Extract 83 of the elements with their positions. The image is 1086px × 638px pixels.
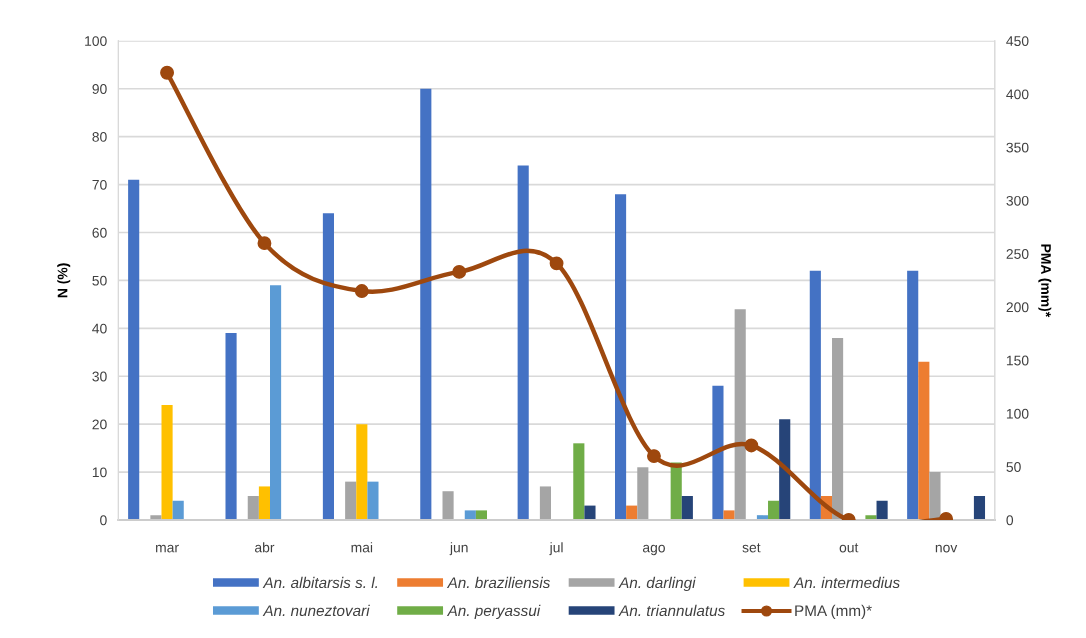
y-tick-label: 10	[92, 467, 107, 478]
y-tick-label: 100	[85, 36, 107, 46]
bar	[517, 165, 529, 520]
x-tick-label: jul	[549, 542, 563, 556]
bar	[345, 481, 357, 520]
legend-label: An. braziliensis	[446, 576, 551, 589]
bar	[225, 333, 237, 520]
bar	[573, 443, 585, 520]
point	[354, 284, 369, 298]
y-tick-label: 60	[92, 227, 107, 238]
bar	[723, 510, 735, 520]
x-tick-label: ago	[642, 544, 665, 556]
y2-tick-label: 100	[1006, 408, 1029, 419]
bar	[442, 491, 454, 520]
legend-label: PMA (mm)*	[795, 604, 872, 620]
bar	[247, 496, 259, 520]
y-tick-label: 50	[92, 275, 107, 286]
y2-axis-title: PMA (mm)*	[1038, 244, 1052, 318]
y-tick-label: 90	[92, 84, 107, 94]
y-tick-label: 40	[92, 323, 107, 334]
bar	[584, 505, 596, 520]
bar	[681, 496, 693, 520]
y2-tick-label: 400	[1006, 89, 1029, 100]
bar	[161, 404, 173, 520]
y2-tick-label: 50	[1006, 462, 1021, 472]
bar	[929, 472, 941, 520]
y-tick-label: 70	[92, 179, 107, 190]
bar	[128, 179, 140, 520]
point	[160, 65, 175, 80]
bar	[475, 510, 488, 520]
y-tick-label: 0	[100, 515, 107, 526]
legend-label: An. nuneztovari	[262, 604, 370, 617]
x-tick-label: set	[742, 543, 761, 553]
point	[257, 236, 272, 251]
y-tick-label: 80	[92, 131, 107, 142]
bar	[876, 500, 888, 520]
bar	[832, 337, 844, 520]
y2-tick-label: 350	[1006, 142, 1029, 153]
bar	[270, 285, 282, 520]
y2-tick-label: 150	[1006, 355, 1029, 366]
bar	[779, 419, 791, 520]
y2-tick-label: 250	[1006, 249, 1029, 259]
bar	[918, 361, 930, 520]
bar	[670, 462, 682, 520]
bar	[464, 510, 476, 520]
bar	[865, 515, 877, 520]
y-tick-label: 30	[92, 371, 107, 382]
bar	[356, 424, 368, 520]
bar	[322, 213, 334, 520]
bar	[615, 194, 627, 520]
legend-label: An. darlingi	[618, 576, 696, 592]
bar	[258, 486, 271, 520]
x-tick-label: abr	[255, 542, 275, 553]
bar	[768, 500, 780, 520]
bar	[420, 88, 432, 520]
bar	[809, 270, 821, 520]
y2-tick-label: 450	[1006, 36, 1029, 46]
y-tick-label: 20	[92, 419, 107, 430]
x-tick-label: jun	[449, 542, 468, 556]
bar	[734, 309, 746, 520]
bar	[907, 270, 919, 520]
bar	[637, 467, 649, 520]
legend-label: An. albitarsis s. l.	[262, 576, 378, 589]
bar	[172, 500, 184, 520]
y-axis-title: N (%)	[57, 263, 71, 298]
legend-label: An. intermedius	[793, 576, 900, 589]
point	[549, 256, 564, 271]
x-tick-label: nov	[935, 544, 958, 553]
bar	[973, 496, 986, 520]
x-tick-label: out	[839, 543, 859, 553]
y2-tick-label: 300	[1006, 195, 1029, 206]
y2-tick-label: 200	[1006, 302, 1029, 313]
x-tick-label: mai	[351, 542, 373, 553]
legend-label: An. triannulatus	[618, 604, 725, 617]
point	[744, 438, 759, 453]
x-tick-label: mar	[156, 544, 179, 553]
point	[647, 449, 661, 464]
bar	[712, 385, 724, 520]
point	[452, 264, 467, 279]
y2-tick-label: 0	[1006, 515, 1014, 526]
bar	[539, 486, 552, 520]
legend-label: An. peryassui	[446, 604, 541, 620]
bar	[367, 481, 379, 520]
